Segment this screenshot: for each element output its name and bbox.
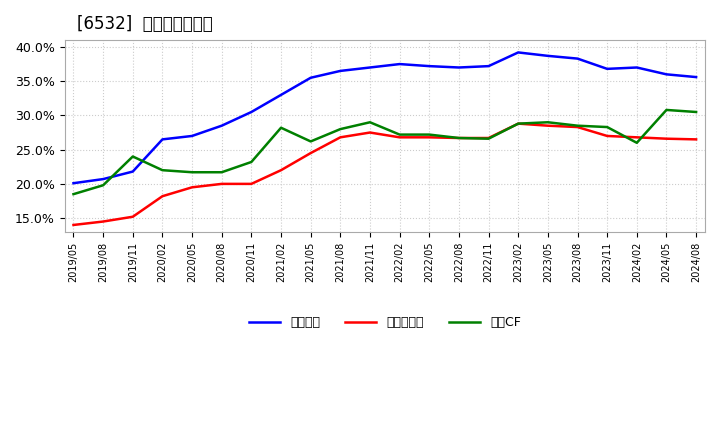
当期純利益 xyxy=(276,168,285,173)
経常利益 xyxy=(514,50,523,55)
営業CF xyxy=(514,121,523,126)
当期純利益 xyxy=(603,133,611,139)
当期純利益 xyxy=(158,194,167,199)
経常利益 xyxy=(336,68,345,73)
当期純利益 xyxy=(188,185,197,190)
Line: 当期純利益: 当期純利益 xyxy=(73,124,696,225)
営業CF xyxy=(336,126,345,132)
経常利益 xyxy=(276,92,285,98)
当期純利益 xyxy=(544,123,552,128)
営業CF xyxy=(188,169,197,175)
経常利益 xyxy=(632,65,641,70)
経常利益 xyxy=(395,62,404,67)
営業CF xyxy=(99,183,107,188)
経常利益 xyxy=(158,137,167,142)
経常利益 xyxy=(544,53,552,59)
当期純利益 xyxy=(514,121,523,126)
営業CF xyxy=(425,132,433,137)
経常利益 xyxy=(99,176,107,182)
Legend: 経常利益, 当期純利益, 営業CF: 経常利益, 当期純利益, 営業CF xyxy=(244,311,526,334)
経常利益 xyxy=(485,63,493,69)
当期純利益 xyxy=(336,135,345,140)
経常利益 xyxy=(603,66,611,72)
経常利益 xyxy=(425,63,433,69)
経常利益 xyxy=(454,65,463,70)
Line: 営業CF: 営業CF xyxy=(73,110,696,194)
営業CF xyxy=(128,154,137,159)
当期純利益 xyxy=(128,214,137,220)
Line: 経常利益: 経常利益 xyxy=(73,52,696,183)
当期純利益 xyxy=(485,136,493,141)
当期純利益 xyxy=(454,136,463,141)
営業CF xyxy=(306,139,315,144)
営業CF xyxy=(69,191,78,197)
営業CF xyxy=(247,159,256,165)
当期純利益 xyxy=(692,137,701,142)
経常利益 xyxy=(69,180,78,186)
経常利益 xyxy=(188,133,197,139)
営業CF xyxy=(603,125,611,130)
当期純利益 xyxy=(69,222,78,227)
当期純利益 xyxy=(99,219,107,224)
当期純利益 xyxy=(573,125,582,130)
営業CF xyxy=(395,132,404,137)
経常利益 xyxy=(306,75,315,81)
経常利益 xyxy=(692,74,701,80)
営業CF xyxy=(158,168,167,173)
営業CF xyxy=(217,169,226,175)
当期純利益 xyxy=(306,150,315,156)
営業CF xyxy=(662,107,671,113)
当期純利益 xyxy=(425,135,433,140)
経常利益 xyxy=(247,110,256,115)
経常利益 xyxy=(128,169,137,174)
経常利益 xyxy=(573,56,582,61)
当期純利益 xyxy=(632,135,641,140)
経常利益 xyxy=(366,65,374,70)
営業CF xyxy=(366,120,374,125)
営業CF xyxy=(632,140,641,146)
Text: [6532]  マージンの推移: [6532] マージンの推移 xyxy=(78,15,213,33)
経常利益 xyxy=(217,123,226,128)
経常利益 xyxy=(662,72,671,77)
当期純利益 xyxy=(662,136,671,141)
営業CF xyxy=(454,136,463,141)
当期純利益 xyxy=(366,130,374,135)
当期純利益 xyxy=(217,181,226,187)
営業CF xyxy=(573,123,582,128)
営業CF xyxy=(276,125,285,130)
営業CF xyxy=(544,120,552,125)
営業CF xyxy=(485,136,493,141)
当期純利益 xyxy=(247,181,256,187)
当期純利益 xyxy=(395,135,404,140)
営業CF xyxy=(692,110,701,115)
